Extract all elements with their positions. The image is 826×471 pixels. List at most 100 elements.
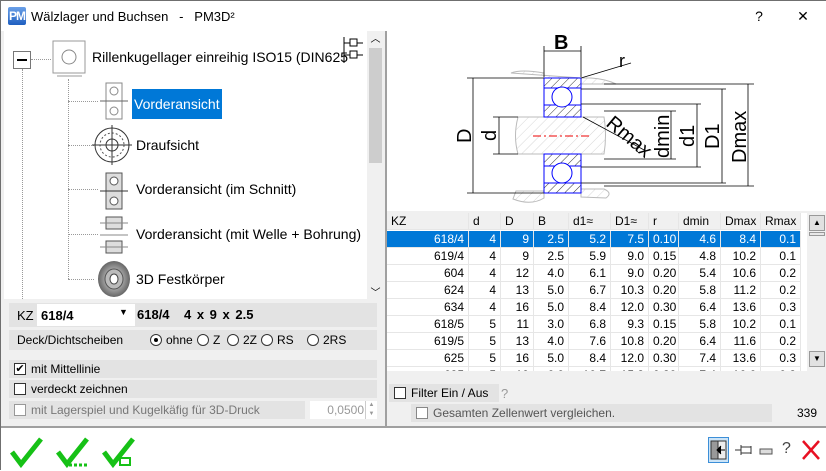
table-cell[interactable]: 11.2 — [721, 282, 761, 299]
table-cell[interactable]: 0.10 — [649, 231, 679, 248]
table-cell[interactable]: 12.0 — [611, 350, 649, 367]
table-cell[interactable]: 12 — [501, 265, 534, 282]
tree-item-3d[interactable]: 3D Festkörper — [136, 271, 225, 287]
compare-checkbox[interactable] — [416, 407, 428, 419]
ok-button[interactable] — [9, 436, 45, 468]
table-cell[interactable]: 2.5 — [534, 248, 569, 265]
table-scrollbar[interactable]: ▲ ▼ — [807, 213, 826, 371]
table-cell[interactable]: 9.3 — [611, 316, 649, 333]
table-cell[interactable]: 619/5 — [387, 333, 469, 350]
table-cell[interactable]: 13.6 — [721, 299, 761, 316]
tree-scrollbar[interactable]: ︿ ﹀ — [367, 31, 384, 299]
table-cell[interactable]: 7.4 — [679, 367, 721, 371]
table-cell[interactable]: 618/5 — [387, 316, 469, 333]
seal-radio-z[interactable] — [197, 334, 209, 346]
print3d-checkbox[interactable] — [14, 404, 26, 416]
table-cell[interactable]: 9.0 — [611, 265, 649, 282]
seal-radio-2z[interactable] — [227, 334, 239, 346]
tree-root-label[interactable]: Rillenkugellager einreihig ISO15 (DIN625 — [92, 49, 349, 65]
scroll-down-icon[interactable]: ▼ — [809, 351, 825, 367]
table-cell[interactable]: 6.4 — [679, 299, 721, 316]
table-cell[interactable]: 11 — [501, 316, 534, 333]
hidden-lines-checkbox[interactable] — [14, 383, 26, 395]
table-cell[interactable]: 16.6 — [721, 367, 761, 371]
table-cell[interactable]: 5 — [469, 350, 501, 367]
table-cell[interactable]: 0.20 — [649, 282, 679, 299]
table-cell[interactable]: 4 — [469, 265, 501, 282]
table-cell[interactable]: 10.2 — [721, 248, 761, 265]
table-cell[interactable]: 8.4 — [569, 350, 611, 367]
clearance-spinner[interactable]: 0,0500 ▲ ▼ — [310, 401, 377, 419]
filter-checkbox[interactable] — [394, 387, 406, 399]
table-cell[interactable]: 625 — [387, 350, 469, 367]
table-cell[interactable]: 634 — [387, 299, 469, 316]
centerline-checkbox[interactable]: ✔ — [14, 363, 26, 375]
help-button[interactable]: ? — [755, 8, 763, 24]
table-cell[interactable]: 15.3 — [611, 367, 649, 371]
table-cell[interactable]: 9 — [501, 248, 534, 265]
centerline-row[interactable]: ✔ mit Mittellinie — [9, 360, 377, 378]
column-header-4[interactable]: d1≈ — [569, 213, 611, 230]
collapse-icon[interactable] — [13, 51, 31, 69]
table-cell[interactable]: 5 — [469, 333, 501, 350]
table-cell[interactable]: 0.2 — [761, 265, 801, 282]
table-cell[interactable]: 9.0 — [611, 248, 649, 265]
tree-item-schnitt[interactable]: Vorderansicht (im Schnitt) — [136, 181, 297, 197]
table-cell[interactable]: 6.8 — [569, 316, 611, 333]
table-cell[interactable]: 12.0 — [611, 299, 649, 316]
compare-row[interactable]: Gesamten Zellenwert vergleichen. — [411, 404, 772, 422]
table-cell[interactable]: 6.0 — [534, 367, 569, 371]
ok-apply-button[interactable] — [101, 436, 137, 468]
table-cell[interactable]: 6.4 — [679, 333, 721, 350]
table-cell[interactable]: 4.0 — [534, 333, 569, 350]
table-cell[interactable]: 5 — [469, 367, 501, 371]
table-cell[interactable]: 0.1 — [761, 316, 801, 333]
table-cell[interactable]: 0.20 — [649, 265, 679, 282]
table-cell[interactable]: 4.8 — [679, 248, 721, 265]
table-cell[interactable]: 10.3 — [611, 282, 649, 299]
kz-dropdown[interactable]: 618/4 ▼ — [37, 304, 135, 326]
filter-row[interactable]: Filter Ein / Aus — [389, 384, 499, 402]
table-cell[interactable]: 10.8 — [611, 333, 649, 350]
dock-panel-button[interactable] — [708, 437, 729, 463]
table-cell[interactable]: 16 — [501, 350, 534, 367]
tree-item-welle-bohrung[interactable]: Vorderansicht (mit Welle + Bohrung) — [136, 226, 362, 242]
minimize-icon[interactable] — [759, 446, 773, 456]
table-cell[interactable]: 7.4 — [679, 350, 721, 367]
table-cell[interactable]: 0.2 — [761, 333, 801, 350]
view-tree[interactable]: Rillenkugellager einreihig ISO15 (DIN625… — [4, 31, 368, 299]
table-cell[interactable]: 8.4 — [569, 299, 611, 316]
column-header-8[interactable]: Dmax — [721, 213, 761, 230]
table-cell[interactable]: 624 — [387, 282, 469, 299]
column-header-7[interactable]: dmin — [679, 213, 721, 230]
table-cell[interactable]: 0.2 — [761, 282, 801, 299]
table-cell[interactable]: 0.3 — [761, 367, 801, 371]
ok-continue-button[interactable] — [55, 436, 91, 468]
table-cell[interactable]: 635 — [387, 367, 469, 371]
table-cell[interactable]: 3.0 — [534, 316, 569, 333]
table-cell[interactable]: 4.0 — [534, 265, 569, 282]
column-header-2[interactable]: D — [501, 213, 534, 230]
table-cell[interactable]: 0.1 — [761, 231, 801, 248]
table-cell[interactable]: 0.15 — [649, 316, 679, 333]
table-cell[interactable]: 10.2 — [721, 316, 761, 333]
cancel-close-icon[interactable] — [801, 439, 821, 461]
table-cell[interactable]: 7.6 — [569, 333, 611, 350]
column-header-3[interactable]: B — [534, 213, 569, 230]
table-cell[interactable]: 619/4 — [387, 248, 469, 265]
table-cell[interactable]: 0.30 — [649, 367, 679, 371]
column-header-0[interactable]: KZ — [387, 213, 469, 230]
table-cell[interactable]: 13 — [501, 282, 534, 299]
table-cell[interactable]: 13.6 — [721, 350, 761, 367]
table-cell[interactable]: 10.7 — [569, 367, 611, 371]
table-cell[interactable]: 19 — [501, 367, 534, 371]
help-icon[interactable]: ? — [782, 440, 791, 457]
table-cell[interactable]: 5.0 — [534, 299, 569, 316]
seal-radio-rs[interactable] — [261, 334, 273, 346]
table-cell[interactable]: 5.0 — [534, 282, 569, 299]
table-cell[interactable]: 5.0 — [534, 350, 569, 367]
table-cell[interactable]: 618/4 — [387, 231, 469, 248]
table-cell[interactable]: 16 — [501, 299, 534, 316]
column-header-9[interactable]: Rmax — [761, 213, 801, 230]
